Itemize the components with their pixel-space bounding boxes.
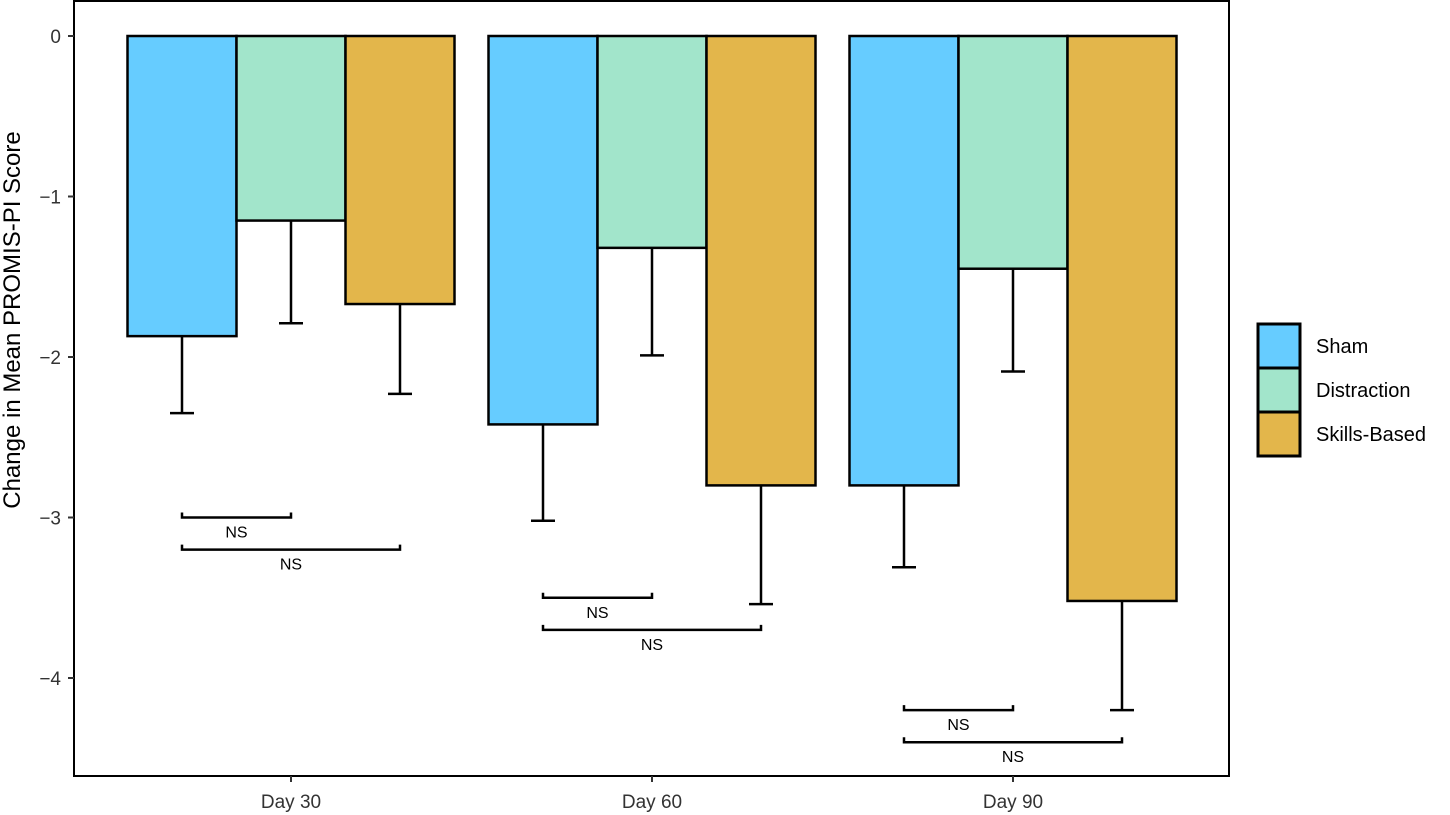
- y-tick-label: 0: [50, 27, 61, 48]
- x-tick-label-day-60: Day 60: [622, 792, 682, 813]
- significance-label-3: NS: [586, 605, 608, 622]
- significance-label-4: NS: [641, 637, 663, 654]
- y-axis-label: Change in Mean PROMIS-PI Score: [0, 131, 26, 509]
- bar-skills-based-day-60: [705, 34, 817, 487]
- y-tick-label: −3: [39, 509, 61, 530]
- bar-skills-based-day-90: [1066, 34, 1178, 603]
- significance-bracket-1: [180, 512, 293, 519]
- x-tick-label-day-30: Day 30: [261, 792, 321, 813]
- significance-label-2: NS: [280, 557, 302, 574]
- x-axis: Day 30 Day 60 Day 90: [261, 776, 1043, 813]
- significance-bracket-6: [902, 737, 1124, 744]
- error-bars-layer: [170, 220, 1134, 712]
- legend-key-distraction: [1256, 366, 1302, 414]
- significance-bracket-2: [180, 544, 402, 551]
- bar-distraction-day-90: [957, 34, 1069, 270]
- bar-distraction-day-60: [596, 34, 708, 250]
- legend-label-skills-based: Skills-Based: [1316, 424, 1426, 446]
- legend: Sham Distraction Skills-Based: [1256, 322, 1426, 458]
- legend-label-sham: Sham: [1316, 336, 1368, 358]
- y-tick-label: −4: [39, 669, 61, 690]
- significance-label-5: NS: [947, 717, 969, 734]
- bars-layer: [126, 34, 1178, 603]
- y-tick-label: −2: [39, 348, 61, 369]
- significance-bracket-5: [902, 705, 1015, 712]
- legend-key-skills-based: [1256, 410, 1302, 458]
- significance-label-6: NS: [1002, 749, 1024, 766]
- bar-sham-day-30: [126, 34, 238, 338]
- significance-bracket-4: [541, 624, 763, 632]
- legend-label-distraction: Distraction: [1316, 380, 1410, 402]
- significance-label-1: NS: [225, 525, 247, 542]
- x-tick-label-day-90: Day 90: [983, 792, 1043, 813]
- legend-key-sham: [1256, 322, 1302, 370]
- bar-distraction-day-30: [235, 34, 347, 222]
- y-axis: 0 −1 −2 −3 −4: [39, 27, 74, 690]
- significance-bracket-3: [541, 592, 654, 599]
- significance-brackets-layer: NS NS NS NS NS NS: [180, 512, 1124, 766]
- bar-sham-day-60: [487, 34, 599, 426]
- y-tick-label: −1: [39, 188, 61, 209]
- bar-skills-based-day-30: [344, 34, 456, 306]
- bar-sham-day-90: [848, 34, 960, 487]
